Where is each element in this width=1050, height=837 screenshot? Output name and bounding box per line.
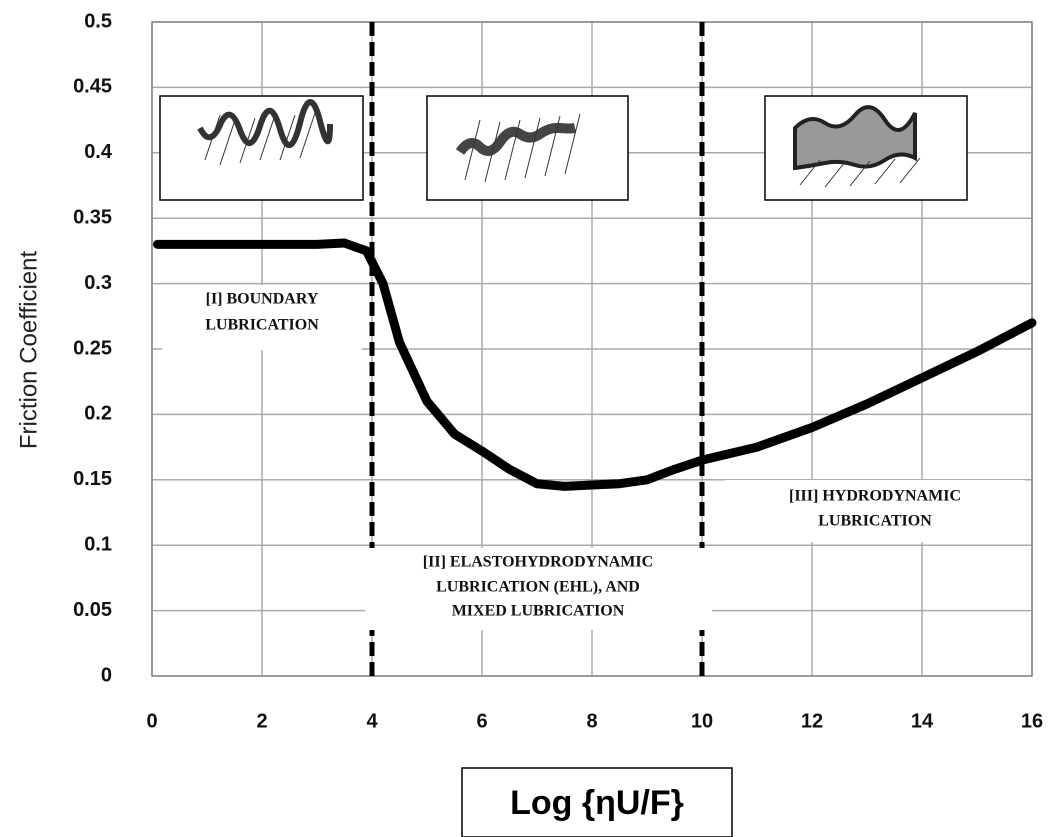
- x-axis-label: Log {ηU/F}: [510, 784, 684, 822]
- inset-surface: [455, 122, 576, 156]
- inset-hatch: [204, 112, 316, 166]
- annotation-bg: [725, 480, 1025, 542]
- y-tick-label: 0.1: [84, 533, 112, 555]
- inset-box: [159, 95, 364, 201]
- insets: [159, 95, 968, 201]
- annotation: LUBRICATION (EHL), AND: [436, 579, 640, 596]
- y-tick-label: 0.4: [84, 141, 113, 163]
- x-tick-label: 10: [691, 710, 713, 732]
- inset-hatch: [464, 113, 581, 183]
- annotation: MIXED LUBRICATION: [452, 603, 625, 620]
- annotation: [I] BOUNDARY: [206, 291, 319, 308]
- line-series: [153, 238, 1037, 491]
- y-tick-label: 0.45: [73, 76, 112, 98]
- y-tick-label: 0: [101, 664, 112, 686]
- annotation-bg: [162, 285, 362, 350]
- y-tick-label: 0.05: [73, 599, 112, 621]
- x-tick-label: 12: [801, 710, 823, 732]
- inset-hatch: [799, 157, 921, 188]
- annotation: [III] HYDRODYNAMIC: [789, 488, 961, 505]
- y-tick-label: 0.25: [73, 337, 112, 359]
- y-tick-label: 0.2: [84, 403, 112, 425]
- y-axis-label: Friction Coefficient: [15, 251, 42, 450]
- y-tick-label: 0.3: [84, 272, 112, 294]
- y-tick-label: 0.15: [73, 468, 112, 490]
- x-tick-label: 0: [146, 710, 157, 732]
- x-tick-label: 8: [586, 710, 597, 732]
- x-tick-label: 6: [476, 710, 487, 732]
- y-tick-label: 0.5: [84, 10, 112, 32]
- x-label-box: [461, 767, 733, 837]
- annotation: [II] ELASTOHYDRODYNAMIC: [423, 554, 653, 571]
- x-tick-label: 16: [1021, 710, 1043, 732]
- x-tick-label: 2: [256, 710, 267, 732]
- annotation-bg: [365, 548, 712, 630]
- annotation: LUBRICATION: [818, 513, 932, 530]
- inset-surface: [197, 99, 333, 148]
- annotation: LUBRICATION: [205, 317, 319, 334]
- plot-frame: [151, 21, 1033, 677]
- y-tick-label: 0.35: [73, 206, 112, 228]
- x-tick-label: 4: [366, 710, 378, 732]
- x-tick-label: 14: [911, 710, 934, 732]
- inset-surface: [793, 105, 917, 171]
